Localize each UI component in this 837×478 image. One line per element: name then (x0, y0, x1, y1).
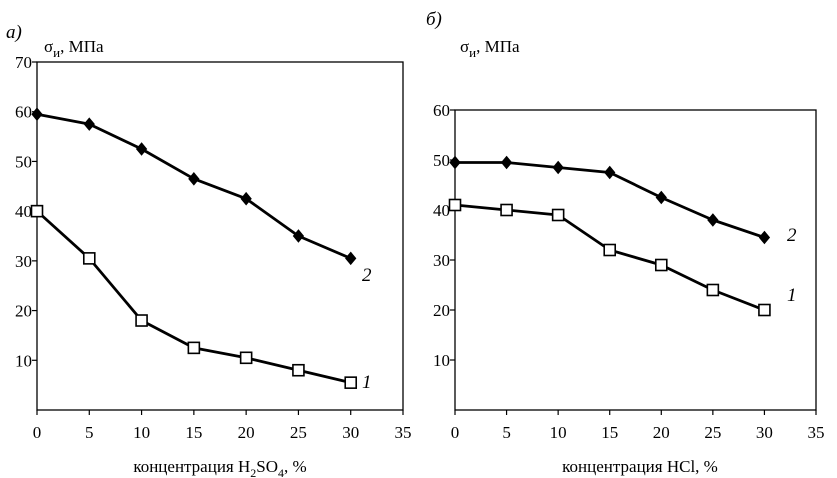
panel-b-y-ticks: 10 20 30 40 50 60 (433, 101, 455, 370)
panel-a-series-1-point (135, 314, 148, 327)
panel-b-y-axis-label: σи, МПа (460, 37, 520, 60)
panel-a-y-tick-label: 70 (15, 53, 32, 72)
panel-a-series-1-point (292, 363, 305, 377)
panel-b-y-tick-label: 30 (433, 251, 450, 270)
panel-a-x-tick-label: 30 (342, 423, 359, 442)
panel-a-xlabel-sub2: 4 (278, 466, 284, 478)
panel-b-ylabel-sigma: σ (460, 37, 469, 56)
panel-b-series-2-point (758, 230, 771, 245)
panel-a-series-2-point (292, 229, 305, 243)
panel-b-series-1-point (706, 283, 720, 297)
panel-a-x-tick-label: 25 (290, 423, 307, 442)
panel-a-x-tick-label: 10 (133, 423, 150, 442)
panel-a-xlabel-mid: SO (256, 457, 278, 476)
panel-a-y-ticks: 10 20 30 40 50 60 70 (15, 53, 37, 370)
panel-b-x-tick-label: 0 (451, 423, 460, 442)
panel-b-y-tick-label: 10 (433, 351, 450, 370)
panel-a-ylabel-unit: , МПа (60, 37, 104, 56)
panel-b-series-1-label: 1 (787, 285, 797, 306)
panel-b-series-1-point (654, 258, 668, 272)
panel-b-x-tick-label: 30 (756, 423, 773, 442)
panel-a-series-2-point (188, 172, 200, 186)
panel-a-letter: а) (6, 22, 22, 43)
panel-a-y-tick-label: 60 (15, 103, 32, 122)
panel-b-y-tick-label: 40 (433, 201, 450, 220)
panel-b-series-2-point (552, 160, 564, 175)
panel-a-series-1-label: 1 (362, 372, 372, 393)
chart-panel-a: а) σи, МПа 10 20 30 40 50 60 70 0 5 10 15 20 25 30 35… (6, 22, 412, 478)
panel-a-series-2-line (36, 112, 352, 260)
panel-b-ylabel-unit: , МПа (476, 37, 520, 56)
panel-a-xlabel-suffix: , % (284, 457, 307, 476)
panel-b-letter: б) (426, 9, 442, 30)
panel-a-series-2-point (135, 142, 148, 156)
panel-a-x-tick-label: 15 (185, 423, 202, 442)
panel-a-x-tick-label: 35 (395, 423, 412, 442)
panel-b-y-tick-label: 60 (433, 101, 450, 120)
panel-b-x-axis-label: концентрация HCl, % (562, 457, 718, 476)
panel-a-y-tick-label: 50 (15, 152, 32, 171)
panel-a-xlabel-sub1: 2 (250, 466, 256, 478)
panel-a-plot-frame (36, 61, 404, 411)
panel-a-series-1-point (82, 252, 96, 265)
panel-a-y-tick-label: 40 (15, 202, 32, 221)
panel-a-series-2-label: 2 (362, 265, 372, 286)
panel-a-ylabel-sigma: σ (44, 37, 53, 56)
panel-b-series-2-point (449, 155, 461, 170)
panel-b-x-tick-label: 5 (502, 423, 511, 442)
panel-b-x-tick-label: 10 (550, 423, 567, 442)
panel-a-y-axis-label: σи, МПа (44, 37, 104, 60)
panel-b-series-2-label: 2 (787, 225, 797, 246)
panel-a-series-1-point (344, 376, 358, 389)
panel-a-y-tick-label: 20 (15, 302, 32, 321)
panel-b-y-tick-label: 20 (433, 301, 450, 320)
panel-a-x-tick-label: 5 (85, 423, 94, 442)
panel-b-series-2-point (604, 165, 616, 180)
panel-b-series-1-point (551, 208, 565, 222)
panel-b-x-tick-label: 35 (808, 423, 825, 442)
panel-b-series-1-point (500, 203, 513, 217)
chart-panel-b: б) σи, МПа 10 20 30 40 50 60 0 5 10 15 20 25 30 35 2… (426, 9, 825, 476)
panel-b-series-1-point (448, 198, 462, 212)
panel-b-series-1-point (603, 243, 617, 257)
panel-b-x-tick-label: 15 (601, 423, 618, 442)
panel-b-series (448, 155, 771, 317)
panel-a-series-2-point (345, 251, 357, 266)
panel-b-series-2-point (500, 155, 513, 170)
panel-b-x-tick-label: 20 (653, 423, 670, 442)
panel-b-plot-frame (454, 109, 817, 411)
panel-b-x-ticks: 0 5 10 15 20 25 30 35 (451, 410, 825, 442)
panel-a-x-ticks: 0 5 10 15 20 25 30 35 (33, 410, 412, 442)
panel-b-series-2-point (707, 213, 719, 227)
panel-a-x-tick-label: 20 (238, 423, 255, 442)
panel-a-series-2-point (83, 117, 95, 131)
panel-b-series-2-point (655, 190, 667, 205)
panel-a-x-axis-label: концентрация H2SO4, % (133, 457, 306, 478)
panel-a-series (30, 107, 358, 389)
panel-a-y-tick-label: 10 (15, 351, 32, 370)
panel-a-xlabel-prefix: концентрация H (133, 457, 250, 476)
panel-b-y-tick-label: 50 (433, 151, 450, 170)
panel-a-series-2-point (240, 191, 252, 206)
panel-b-series-1-point (758, 303, 771, 317)
panel-a-series-2-point (31, 107, 43, 121)
panel-a-series-1-point (30, 204, 44, 218)
panel-b-x-tick-label: 25 (704, 423, 721, 442)
panel-a-y-tick-label: 30 (15, 252, 32, 271)
panel-b-ylabel-sub: и (469, 45, 476, 60)
panel-a-ylabel-sub: и (53, 45, 60, 60)
panel-a-series-1-point (239, 351, 253, 365)
panel-a-x-tick-label: 0 (33, 423, 42, 442)
panel-a-series-1-point (187, 341, 201, 355)
